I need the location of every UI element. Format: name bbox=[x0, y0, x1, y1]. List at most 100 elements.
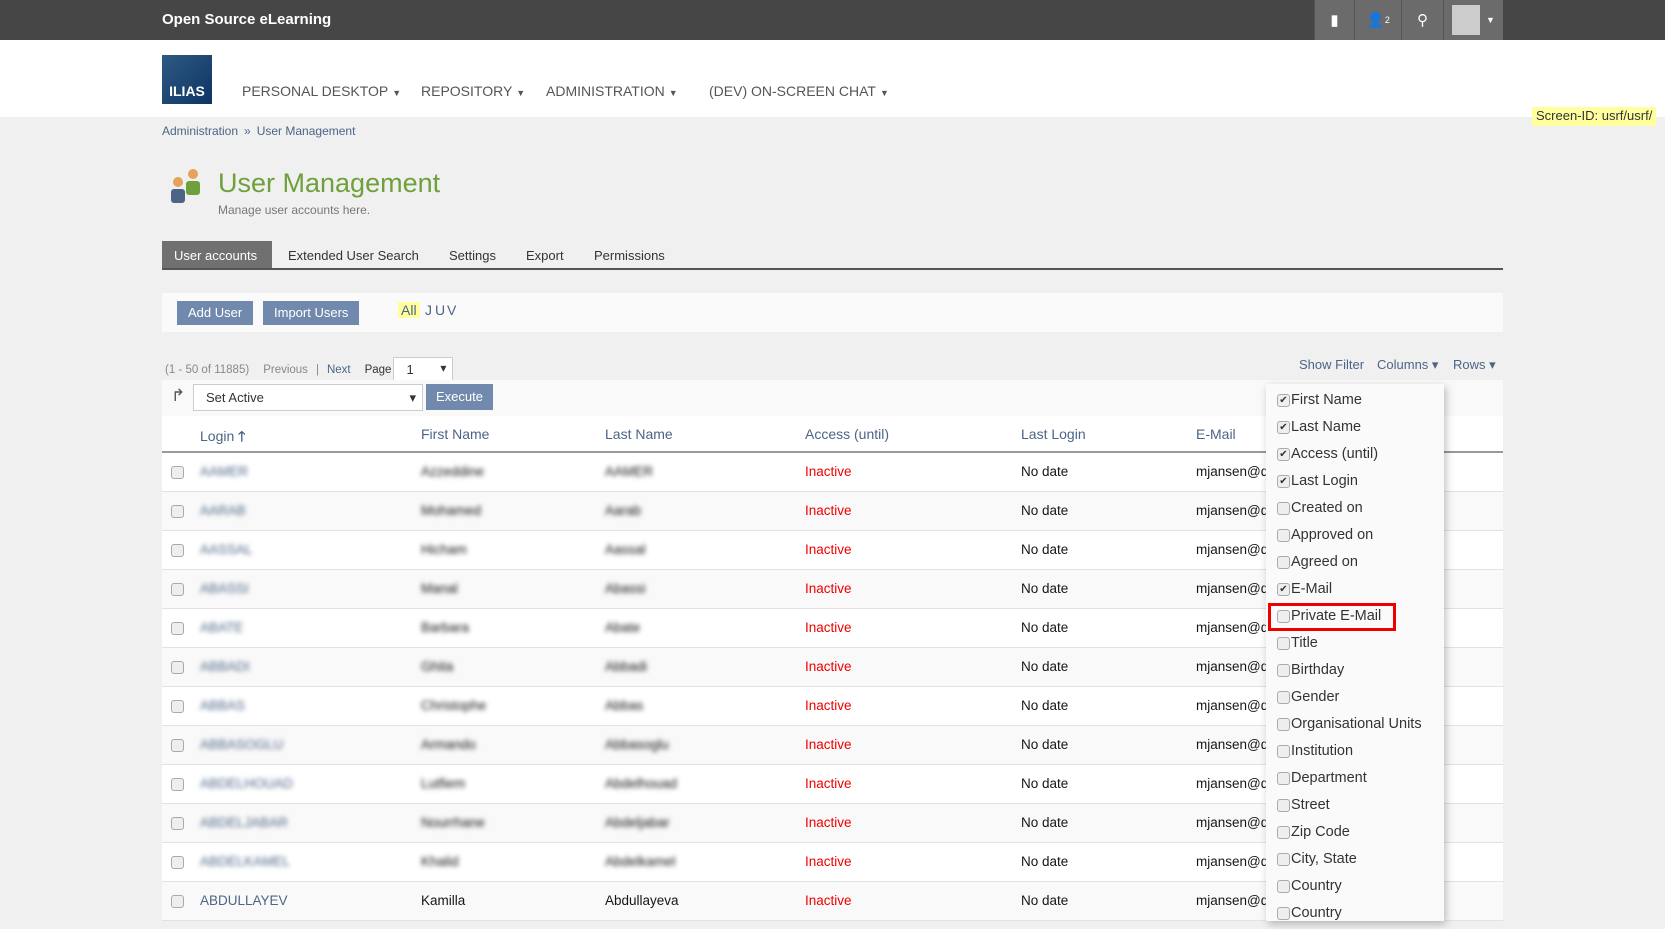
login-link[interactable]: ABDULLAYEV bbox=[200, 893, 288, 908]
column-option[interactable]: Street bbox=[1266, 794, 1444, 821]
column-header-login[interactable]: Login 🡑 bbox=[200, 426, 245, 450]
column-option[interactable]: Organisational Units bbox=[1266, 713, 1444, 740]
column-option[interactable]: Country bbox=[1266, 902, 1444, 929]
row-checkbox[interactable] bbox=[171, 661, 184, 674]
search-icon[interactable]: ⚲ bbox=[1401, 0, 1443, 40]
login-link[interactable]: ABDELKAMEL bbox=[200, 854, 291, 869]
users-icon[interactable]: 👤 2 bbox=[1354, 0, 1401, 40]
breadcrumb-administration[interactable]: Administration bbox=[162, 124, 239, 138]
column-header-last-login[interactable]: Last Login bbox=[1021, 426, 1086, 442]
login-link[interactable]: ABDELHOUAD bbox=[200, 776, 294, 791]
column-checkbox[interactable]: ✔ bbox=[1277, 394, 1290, 407]
column-checkbox[interactable] bbox=[1277, 799, 1290, 812]
row-checkbox[interactable] bbox=[171, 583, 184, 596]
tab-settings[interactable]: Settings bbox=[449, 248, 496, 263]
column-checkbox[interactable] bbox=[1277, 853, 1290, 866]
row-checkbox[interactable] bbox=[171, 817, 184, 830]
row-checkbox[interactable] bbox=[171, 622, 184, 635]
show-filter-link[interactable]: Show Filter bbox=[1299, 357, 1365, 372]
letter-filter-all[interactable]: All bbox=[398, 302, 420, 318]
column-checkbox[interactable] bbox=[1277, 772, 1290, 785]
login-link[interactable]: AASSAL bbox=[200, 542, 253, 557]
column-option[interactable]: Private E-Mail bbox=[1266, 605, 1444, 632]
column-checkbox[interactable] bbox=[1277, 880, 1290, 893]
column-checkbox[interactable]: ✔ bbox=[1277, 448, 1290, 461]
column-option[interactable]: ✔ Last Login bbox=[1266, 470, 1444, 497]
column-header-first-name[interactable]: First Name bbox=[421, 426, 490, 442]
column-checkbox[interactable] bbox=[1277, 745, 1290, 758]
column-option[interactable]: Agreed on bbox=[1266, 551, 1444, 578]
columns-dropdown[interactable]: Columns ▾ bbox=[1377, 357, 1439, 372]
column-option[interactable]: Approved on bbox=[1266, 524, 1444, 551]
row-checkbox[interactable] bbox=[171, 778, 184, 791]
column-checkbox[interactable] bbox=[1277, 610, 1290, 623]
column-checkbox[interactable] bbox=[1277, 502, 1290, 515]
column-checkbox[interactable] bbox=[1277, 556, 1290, 569]
execute-button[interactable]: Execute bbox=[426, 384, 493, 410]
column-header-email[interactable]: E-Mail bbox=[1196, 426, 1236, 442]
letter-filter-v[interactable]: V bbox=[447, 302, 457, 318]
tab-permissions[interactable]: Permissions bbox=[594, 248, 665, 263]
column-header-access[interactable]: Access (until) bbox=[805, 426, 890, 442]
chat-icon[interactable]: ▮ bbox=[1314, 0, 1354, 40]
nav-personal-desktop[interactable]: PERSONAL DESKTOP ▼ bbox=[242, 83, 402, 99]
login-link[interactable]: ABDELJABAR bbox=[200, 815, 288, 830]
login-link[interactable]: ABATE bbox=[200, 620, 244, 635]
row-checkbox[interactable] bbox=[171, 700, 184, 713]
tab-user-accounts[interactable]: User accounts bbox=[162, 241, 272, 269]
rows-dropdown[interactable]: Rows ▾ bbox=[1453, 357, 1496, 372]
ilias-logo[interactable]: ILIAS bbox=[162, 55, 212, 104]
add-user-button[interactable]: Add User bbox=[177, 301, 254, 325]
column-option[interactable]: Country bbox=[1266, 875, 1444, 902]
column-option[interactable]: ✔ E-Mail bbox=[1266, 578, 1444, 605]
column-option[interactable]: Department bbox=[1266, 767, 1444, 794]
tab-export[interactable]: Export bbox=[526, 248, 564, 263]
column-option[interactable]: Institution bbox=[1266, 740, 1444, 767]
login-link[interactable]: ABBAS bbox=[200, 698, 246, 713]
import-users-button[interactable]: Import Users bbox=[263, 301, 360, 325]
row-checkbox[interactable] bbox=[171, 505, 184, 518]
column-checkbox[interactable]: ✔ bbox=[1277, 475, 1290, 488]
column-checkbox[interactable]: ✔ bbox=[1277, 421, 1290, 434]
login-link[interactable]: ABBADI bbox=[200, 659, 250, 674]
previous-link[interactable]: Previous bbox=[263, 363, 308, 376]
column-checkbox[interactable] bbox=[1277, 691, 1290, 704]
column-checkbox[interactable] bbox=[1277, 718, 1290, 731]
column-checkbox[interactable] bbox=[1277, 529, 1290, 542]
column-option[interactable]: Gender bbox=[1266, 686, 1444, 713]
action-select[interactable]: Set Active bbox=[193, 384, 423, 411]
letter-filter-j[interactable]: J bbox=[425, 302, 432, 318]
login-link[interactable]: ABBASOGLU bbox=[200, 737, 284, 752]
column-option[interactable]: ✔ Last Name bbox=[1266, 416, 1444, 443]
login-link[interactable]: AARAB bbox=[200, 503, 246, 518]
column-checkbox[interactable]: ✔ bbox=[1277, 583, 1290, 596]
column-option[interactable]: Birthday bbox=[1266, 659, 1444, 686]
column-option[interactable]: ✔ First Name bbox=[1266, 389, 1444, 416]
login-link[interactable]: ABASSI bbox=[200, 581, 249, 596]
column-option[interactable]: Zip Code bbox=[1266, 821, 1444, 848]
column-checkbox[interactable] bbox=[1277, 907, 1290, 920]
column-option[interactable]: ✔ Access (until) bbox=[1266, 443, 1444, 470]
column-option[interactable]: City, State bbox=[1266, 848, 1444, 875]
row-checkbox[interactable] bbox=[171, 739, 184, 752]
login-link[interactable]: AAMER bbox=[200, 464, 249, 479]
letter-filter-u[interactable]: U bbox=[435, 302, 446, 318]
row-checkbox[interactable] bbox=[171, 856, 184, 869]
column-header-last-name[interactable]: Last Name bbox=[605, 426, 673, 442]
nav-on-screen-chat[interactable]: (DEV) ON-SCREEN CHAT ▼ bbox=[709, 83, 889, 99]
column-checkbox[interactable] bbox=[1277, 637, 1290, 650]
row-checkbox[interactable] bbox=[171, 466, 184, 479]
page-select[interactable]: 1 bbox=[393, 357, 454, 382]
column-option[interactable]: Title bbox=[1266, 632, 1444, 659]
column-checkbox[interactable] bbox=[1277, 664, 1290, 677]
tab-extended-user-search[interactable]: Extended User Search bbox=[288, 248, 419, 263]
column-checkbox[interactable] bbox=[1277, 826, 1290, 839]
avatar-icon[interactable]: ▼ bbox=[1443, 0, 1503, 40]
next-link[interactable]: Next bbox=[326, 363, 351, 376]
breadcrumb-user-management[interactable]: User Management bbox=[256, 124, 356, 138]
row-checkbox[interactable] bbox=[171, 544, 184, 557]
row-checkbox[interactable] bbox=[171, 895, 184, 908]
nav-repository[interactable]: REPOSITORY ▼ bbox=[421, 83, 526, 99]
column-option[interactable]: Created on bbox=[1266, 497, 1444, 524]
nav-administration[interactable]: ADMINISTRATION ▼ bbox=[546, 83, 678, 99]
